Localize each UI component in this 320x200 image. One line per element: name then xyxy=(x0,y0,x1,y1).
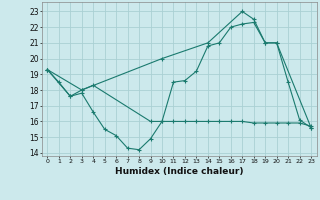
X-axis label: Humidex (Indice chaleur): Humidex (Indice chaleur) xyxy=(115,167,244,176)
